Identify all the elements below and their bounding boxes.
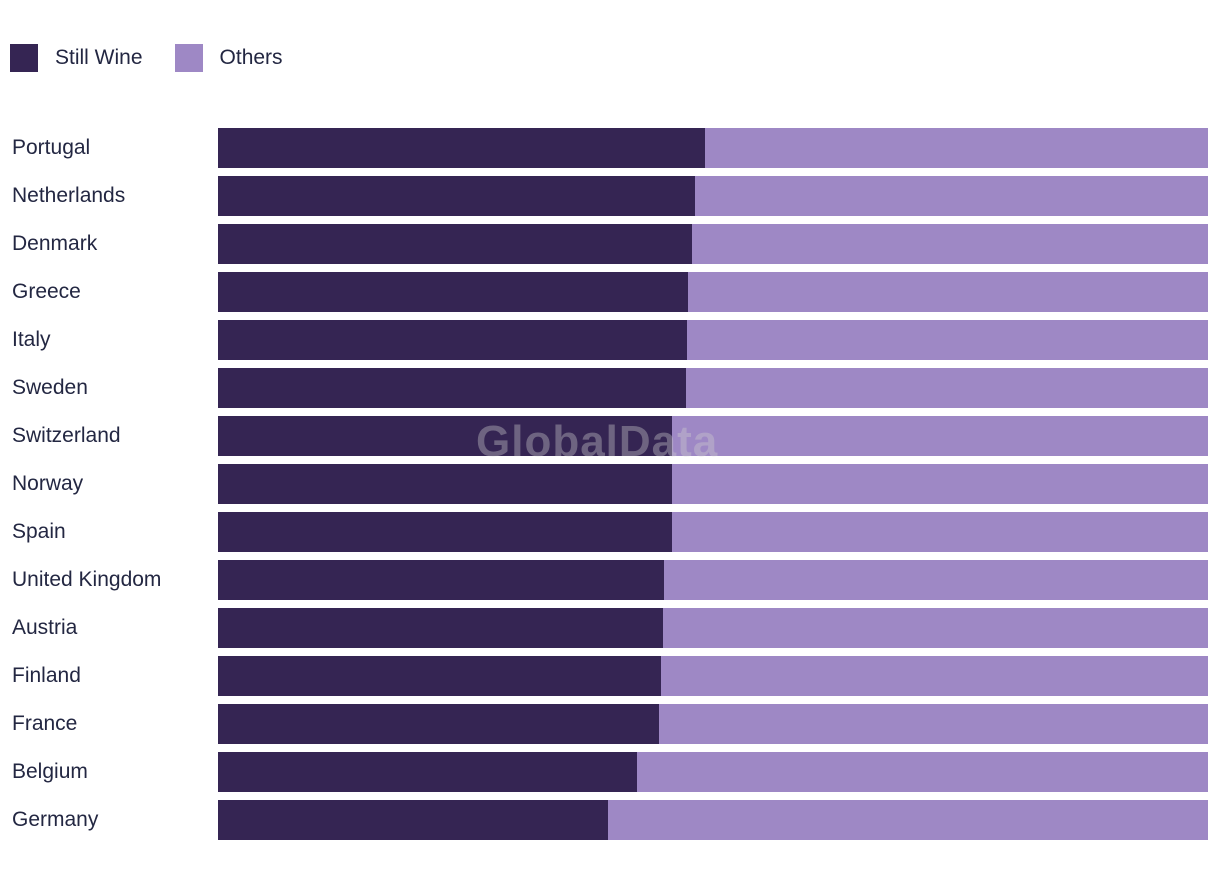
- chart-row: Belgium: [0, 752, 1220, 792]
- category-label: Italy: [12, 328, 51, 351]
- category-label: Greece: [12, 280, 81, 303]
- stacked-bar: [218, 752, 1208, 792]
- category-label: France: [12, 712, 78, 735]
- bar-segment-others[interactable]: [608, 800, 1208, 840]
- bar-segment-others[interactable]: [687, 320, 1208, 360]
- category-label: Finland: [12, 664, 81, 687]
- bar-segment-still-wine[interactable]: [218, 512, 673, 552]
- bar-segment-others[interactable]: [664, 560, 1208, 600]
- legend-label-others: Others: [219, 46, 283, 69]
- category-label: Germany: [12, 808, 99, 831]
- bar-segment-still-wine[interactable]: [218, 176, 696, 216]
- stacked-bar: [218, 128, 1208, 168]
- stacked-bar: [218, 656, 1208, 696]
- category-label: United Kingdom: [12, 568, 162, 591]
- stacked-bar: [218, 512, 1208, 552]
- legend-label-still-wine: Still Wine: [55, 46, 143, 69]
- bar-segment-others[interactable]: [705, 128, 1208, 168]
- legend-swatch-others: [174, 44, 203, 72]
- bar-segment-still-wine[interactable]: [218, 704, 659, 744]
- chart-row: Spain: [0, 512, 1220, 552]
- bar-segment-others[interactable]: [686, 368, 1208, 408]
- stacked-bar: [218, 272, 1208, 312]
- bar-segment-still-wine[interactable]: [218, 800, 609, 840]
- chart-row: Denmark: [0, 224, 1220, 264]
- stacked-bar: [218, 800, 1208, 840]
- category-label: Switzerland: [12, 424, 121, 447]
- chart-row: Greece: [0, 272, 1220, 312]
- stacked-bar: [218, 560, 1208, 600]
- bar-segment-still-wine[interactable]: [218, 272, 689, 312]
- bar-segment-still-wine[interactable]: [218, 560, 665, 600]
- chart-row: Germany: [0, 800, 1220, 840]
- category-label: Belgium: [12, 760, 88, 783]
- bar-segment-others[interactable]: [636, 752, 1208, 792]
- bar-segment-others[interactable]: [692, 224, 1208, 264]
- bar-segment-still-wine[interactable]: [218, 368, 687, 408]
- legend: Still Wine Others: [10, 44, 315, 72]
- bar-segment-still-wine[interactable]: [218, 752, 637, 792]
- chart-row: Sweden: [0, 368, 1220, 408]
- bar-segment-still-wine[interactable]: [218, 608, 663, 648]
- chart-row: Italy: [0, 320, 1220, 360]
- bar-segment-still-wine[interactable]: [218, 656, 661, 696]
- category-label: Austria: [12, 616, 78, 639]
- bar-segment-still-wine[interactable]: [218, 320, 688, 360]
- bar-chart: Portugal Netherlands Denmark Greece Italy Swe…: [0, 128, 1220, 848]
- bar-segment-others[interactable]: [672, 512, 1208, 552]
- category-label: Spain: [12, 520, 66, 543]
- stacked-bar: [218, 416, 1208, 456]
- legend-item-still-wine[interactable]: Still Wine: [10, 44, 143, 72]
- bar-segment-still-wine[interactable]: [218, 464, 673, 504]
- category-label: Sweden: [12, 376, 88, 399]
- legend-item-others[interactable]: Others: [174, 44, 283, 72]
- category-label: Netherlands: [12, 184, 126, 207]
- bar-segment-others[interactable]: [695, 176, 1208, 216]
- bar-segment-still-wine[interactable]: [218, 128, 706, 168]
- category-label: Portugal: [12, 136, 91, 159]
- stacked-bar: [218, 704, 1208, 744]
- bar-segment-still-wine[interactable]: [218, 224, 693, 264]
- legend-swatch-still-wine: [10, 44, 38, 72]
- stacked-bar: [218, 224, 1208, 264]
- chart-row: Finland: [0, 656, 1220, 696]
- stacked-bar: [218, 176, 1208, 216]
- bar-segment-others[interactable]: [672, 464, 1208, 504]
- bar-segment-others[interactable]: [672, 416, 1208, 456]
- stacked-bar: [218, 464, 1208, 504]
- bar-segment-others[interactable]: [658, 704, 1208, 744]
- stacked-bar: [218, 320, 1208, 360]
- bar-segment-others[interactable]: [688, 272, 1208, 312]
- category-label: Norway: [12, 472, 84, 495]
- chart-row: Portugal: [0, 128, 1220, 168]
- stacked-bar: [218, 608, 1208, 648]
- chart-row: Norway: [0, 464, 1220, 504]
- bar-segment-still-wine[interactable]: [218, 416, 673, 456]
- chart-row: Switzerland: [0, 416, 1220, 456]
- chart-row: Netherlands: [0, 176, 1220, 216]
- bar-segment-others[interactable]: [660, 656, 1208, 696]
- bar-segment-others[interactable]: [662, 608, 1208, 648]
- chart-row: France: [0, 704, 1220, 744]
- category-label: Denmark: [12, 232, 98, 255]
- chart-row: Austria: [0, 608, 1220, 648]
- chart-row: United Kingdom: [0, 560, 1220, 600]
- stacked-bar: [218, 368, 1208, 408]
